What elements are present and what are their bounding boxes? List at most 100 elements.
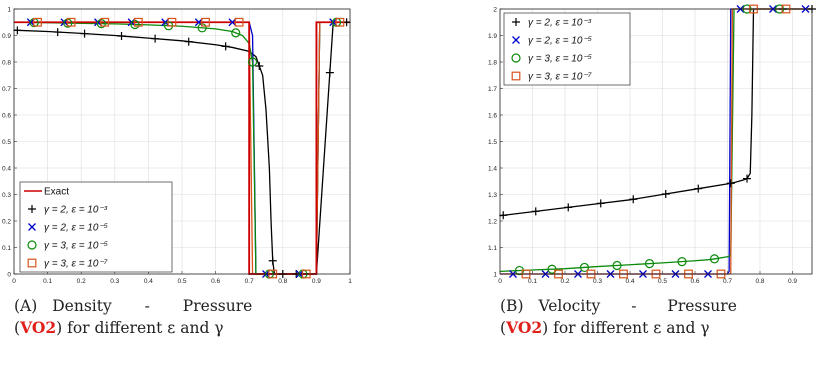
caption-b: (B) Velocity - Pressure (VO2) for differ… [500,297,737,337]
y-tick-label: 1 [7,6,11,13]
y-tick-label: 0.6 [2,112,11,119]
y-tick-label: 1.3 [488,192,497,199]
x-tick-label: 0.9 [788,278,797,285]
x-tick-label: 0.7 [723,278,732,285]
data-point-black [13,26,22,35]
x-tick-label: 0.6 [211,278,220,285]
caption-a-vo2: VO2 [20,318,57,337]
caption-a-text2: ) for different ε and γ [56,319,224,337]
y-tick-label: 1.2 [488,218,497,225]
data-point-green [709,254,720,264]
legend-label: γ = 2, ε = 10⁻³ [44,205,108,216]
data-point-black [80,29,89,38]
data-point-orange [66,17,76,27]
data-point-black [221,42,230,51]
y-tick-label: 1.4 [488,165,497,172]
data-point-orange [167,17,177,27]
legend: Exact γ = 2, ε = 10⁻³ γ = 2, ε = 10⁻⁵ γ = 3… [19,181,173,273]
x-tick-label: 0.3 [593,278,602,285]
panel-b: 0 0.1 0.2 0.3 0.4 0.5 0.6 0.7 0.8 0.9 1 1.1 1.2 1.3 1.… [488,4,816,285]
legend-label: γ = 2, ε = 10⁻⁵ [528,36,592,47]
x-tick-label: 0.9 [312,278,321,285]
legend-marker-orange [27,258,37,268]
x-tick-label: 0 [12,278,16,285]
data-point-black [564,203,573,212]
data-point-orange [335,17,345,27]
data-point-black [629,195,638,204]
x-tick-label: 0 [498,278,502,285]
legend-marker-orange [511,71,521,81]
caption-b-vo2: VO2 [506,318,543,337]
data-point-green [677,256,687,267]
legend-label: γ = 3, ε = 10⁻⁷ [528,72,592,83]
legend-box [503,12,631,86]
caption-a-label: (A) [14,297,38,315]
y-tick-label: 0.8 [2,59,11,66]
data-point-black [53,28,62,37]
y-tick-label: 0.7 [2,86,11,93]
data-point-green [644,259,655,269]
data-point-green [579,262,590,273]
y-tick-label: 1.6 [488,112,497,119]
legend-marker-green [27,240,37,250]
caption-b-text2: ) for different ε and γ [542,319,710,337]
y-tick-label: 0.9 [2,33,11,40]
data-point-black [596,199,605,208]
y-tick-label: 1.1 [488,245,497,252]
data-point-black [726,179,735,188]
data-point-green [547,264,557,274]
data-point-black [743,174,751,183]
legend-label: γ = 2, ε = 10⁻³ [528,18,592,29]
legend-box [19,181,173,273]
legend-marker-green [511,53,521,63]
data-point-black [151,34,160,43]
axes-box [499,8,813,275]
y-tick-label: 0.3 [2,192,11,199]
x-tick-label: 0.1 [528,278,537,285]
x-tick-label: 0.8 [278,278,287,285]
data-point-orange [133,17,143,27]
x-tick-label: 0.5 [658,278,667,285]
axes-box [13,8,351,275]
data-point-black [255,61,264,70]
x-tick-label: 0.2 [77,278,86,285]
caption-a-text: Density - Pressure [52,297,253,315]
legend: γ = 2, ε = 10⁻³ γ = 2, ε = 10⁻⁵ γ = 3, ε =… [503,12,631,86]
x-tick-label: 0.4 [625,278,634,285]
x-tick-label: 0.2 [560,278,569,285]
x-tick-label: 0.8 [755,278,764,285]
y-tick-label: 1.5 [488,139,497,146]
data-point-black [325,68,334,77]
y-tick-label: 1.8 [488,59,497,66]
data-point-black [661,189,670,198]
y-tick-label: 0.5 [2,139,11,146]
y-tick-label: 1 [493,271,497,278]
data-point-orange [100,17,110,27]
y-tick-label: 2 [493,6,497,13]
data-point-orange [201,17,210,27]
data-point-black [268,256,277,265]
y-tick-label: 1.7 [488,86,497,93]
y-tick-label: 0.2 [2,218,11,225]
data-point-orange [33,17,42,27]
legend-label: γ = 2, ε = 10⁻⁵ [44,223,108,234]
legend-marker-blue [512,36,520,44]
data-point-green [247,57,258,67]
x-tick-label: 0.7 [245,278,254,285]
x-tick-label: 0.4 [144,278,153,285]
caption-b-text: Velocity - Pressure [538,297,737,315]
legend-label: γ = 3, ε = 10⁻⁵ [528,54,592,65]
legend-label: γ = 3, ε = 10⁻⁵ [44,241,108,252]
data-point-black [531,207,540,216]
x-tick-label: 1 [348,278,352,285]
y-tick-label: 0.4 [2,165,11,172]
data-point-black [184,37,193,46]
legend-marker-black [28,205,36,213]
x-tick-label: 0.1 [43,278,52,285]
legend-label: Exact [44,187,69,198]
data-point-black [499,211,508,220]
x-tick-label: 0.6 [690,278,699,285]
caption-b-label: (B) [500,297,524,315]
data-point-green [612,260,622,271]
